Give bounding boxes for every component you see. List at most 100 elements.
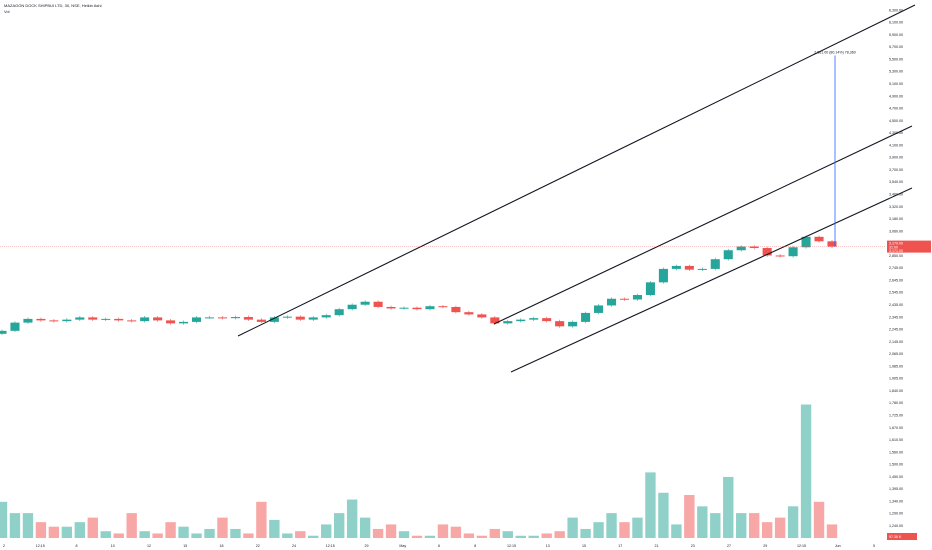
candle-body [581, 312, 591, 322]
candle-body [762, 248, 772, 256]
candle-body [555, 321, 565, 327]
volume-bar [749, 513, 760, 538]
price-tick-label: 6,100.00 [889, 21, 903, 25]
candle-body [684, 265, 694, 270]
candle-body [295, 316, 305, 320]
candle-body [360, 301, 370, 305]
candle-body [723, 250, 733, 260]
volume-bar [100, 531, 111, 538]
volume-bar [398, 531, 410, 538]
candle-body [788, 247, 798, 257]
volume-tag [887, 533, 917, 540]
price-tick-label: 5,300.00 [889, 70, 903, 74]
volume-bar [178, 526, 189, 538]
volume-bar [671, 524, 682, 538]
candle-body [529, 318, 539, 320]
price-tick-label: 5,700.00 [889, 45, 903, 49]
time-tick-label: 12 [147, 544, 151, 548]
price-tick-label: 1,240.00 [889, 524, 903, 528]
volume-bar [541, 533, 552, 538]
volume-bar [321, 524, 332, 538]
volume-bar [489, 528, 500, 538]
price-tick-label: 3,540.00 [889, 180, 903, 184]
volume-bar [152, 533, 163, 538]
volume-bar [554, 531, 565, 538]
volume-bar [450, 526, 462, 538]
volume-bar [800, 404, 812, 538]
price-tick-label: 2,065.00 [889, 352, 903, 356]
volume-bars [0, 404, 838, 538]
volume-bar [346, 499, 358, 538]
candle-body [191, 317, 202, 322]
candle-body [179, 321, 189, 324]
candle-body [114, 318, 124, 321]
price-tag-value: 3,179.00 [889, 242, 903, 246]
candle-body [594, 305, 604, 313]
candle-body [542, 318, 552, 322]
candle-body [477, 314, 487, 318]
time-tick-label: Jun [835, 544, 841, 548]
candle-body [256, 319, 266, 322]
time-tick-label: 8 [76, 544, 78, 548]
candle-body [62, 319, 72, 322]
volume-bar [619, 522, 630, 538]
candle-body [632, 295, 643, 300]
time-tick-label: 17 [618, 544, 622, 548]
price-tick-label: 2,245.00 [889, 328, 903, 332]
time-tick-label: 12:15 [507, 544, 516, 548]
price-tick-label: 4,500.00 [889, 119, 903, 123]
volume-bar [308, 535, 319, 538]
price-tick-label: 1,290.00 [889, 512, 903, 516]
price-tick-label: 1,450.00 [889, 475, 903, 479]
volume-bar [9, 513, 21, 538]
time-tick-label: 21 [655, 544, 659, 548]
candle-body [464, 312, 474, 315]
volume-bar [282, 533, 293, 538]
time-tick-label: 12:15 [36, 544, 45, 548]
candle-body [75, 317, 85, 320]
price-tick-label: 4,100.00 [889, 143, 903, 147]
time-tick-label: 5 [873, 544, 875, 548]
volume-bar [269, 519, 280, 538]
time-tick-label: 24 [292, 544, 296, 548]
candle-body [243, 317, 253, 320]
time-tick-label: 2 [3, 544, 5, 548]
time-axis[interactable]: 2 12:15 8 10 12 15 18 22 24 12:15 29 May 6 8 12:15 13 15… [3, 544, 875, 548]
price-axis[interactable]: 6,300.00 6,100.00 5,900.00 5,700.00 5,500.00… [887, 8, 931, 540]
time-tick-label: 18 [220, 544, 224, 548]
candle-body [386, 306, 396, 309]
volume-bar [826, 524, 838, 538]
volume-bar [697, 506, 708, 538]
candle-body [801, 236, 811, 248]
candle-body [49, 320, 59, 322]
volume-bar [204, 528, 215, 538]
time-tick-label: 12:15 [326, 544, 335, 548]
price-tag-timer: 31:00 [889, 246, 898, 250]
volume-bar [411, 535, 423, 538]
candle-body [127, 320, 137, 322]
volume-bar [580, 528, 591, 538]
price-tag [887, 240, 931, 253]
candle-body [399, 307, 409, 309]
volume-bar [761, 522, 773, 538]
time-tick-label: 10 [111, 544, 115, 548]
candle-body [671, 265, 681, 269]
price-tick-label: 1,340.00 [889, 499, 903, 503]
candle-body [321, 315, 331, 318]
candle-body [412, 307, 422, 310]
volume-bar [87, 517, 98, 538]
volume-bar [567, 517, 578, 538]
time-tick-label: May [399, 544, 406, 548]
time-tick-label: 12:15 [797, 544, 806, 548]
volume-bar [191, 533, 202, 538]
volume-legend: Vol [4, 9, 10, 14]
price-tick-label: 3,180.00 [889, 217, 903, 221]
trend-lines[interactable]: 2,561.00 (80.14%) 78,360 [0, 4, 916, 373]
price-tick-label: 5,100.00 [889, 82, 903, 86]
price-tick-label: 2,435.00 [889, 303, 903, 307]
candle-body [334, 309, 344, 316]
candle-body [645, 282, 655, 296]
candle-body [490, 317, 500, 324]
volume-bar [35, 522, 47, 538]
